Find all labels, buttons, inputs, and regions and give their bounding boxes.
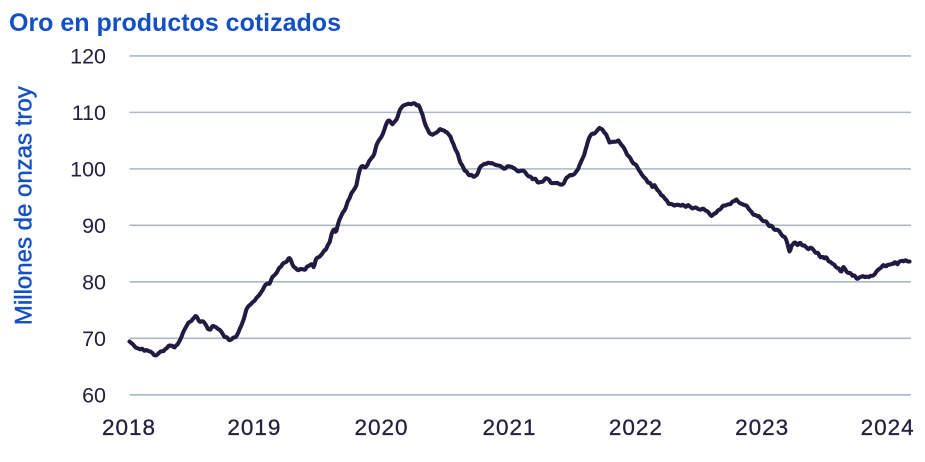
svg-text:2021: 2021 — [482, 415, 536, 440]
svg-text:2018: 2018 — [102, 415, 156, 440]
svg-text:2020: 2020 — [354, 415, 408, 440]
svg-text:100: 100 — [70, 158, 106, 182]
svg-text:60: 60 — [82, 384, 106, 408]
svg-text:80: 80 — [82, 271, 106, 295]
svg-text:Millones de onzas troy: Millones de onzas troy — [10, 86, 37, 325]
svg-text:120: 120 — [70, 45, 106, 69]
svg-text:Oro en productos cotizados: Oro en productos cotizados — [9, 9, 341, 37]
svg-text:2024: 2024 — [861, 415, 915, 440]
svg-text:90: 90 — [82, 214, 106, 238]
svg-text:70: 70 — [82, 327, 106, 351]
svg-text:2022: 2022 — [609, 415, 663, 440]
svg-text:110: 110 — [72, 101, 106, 125]
svg-text:2019: 2019 — [227, 415, 281, 440]
svg-text:2023: 2023 — [735, 415, 789, 440]
